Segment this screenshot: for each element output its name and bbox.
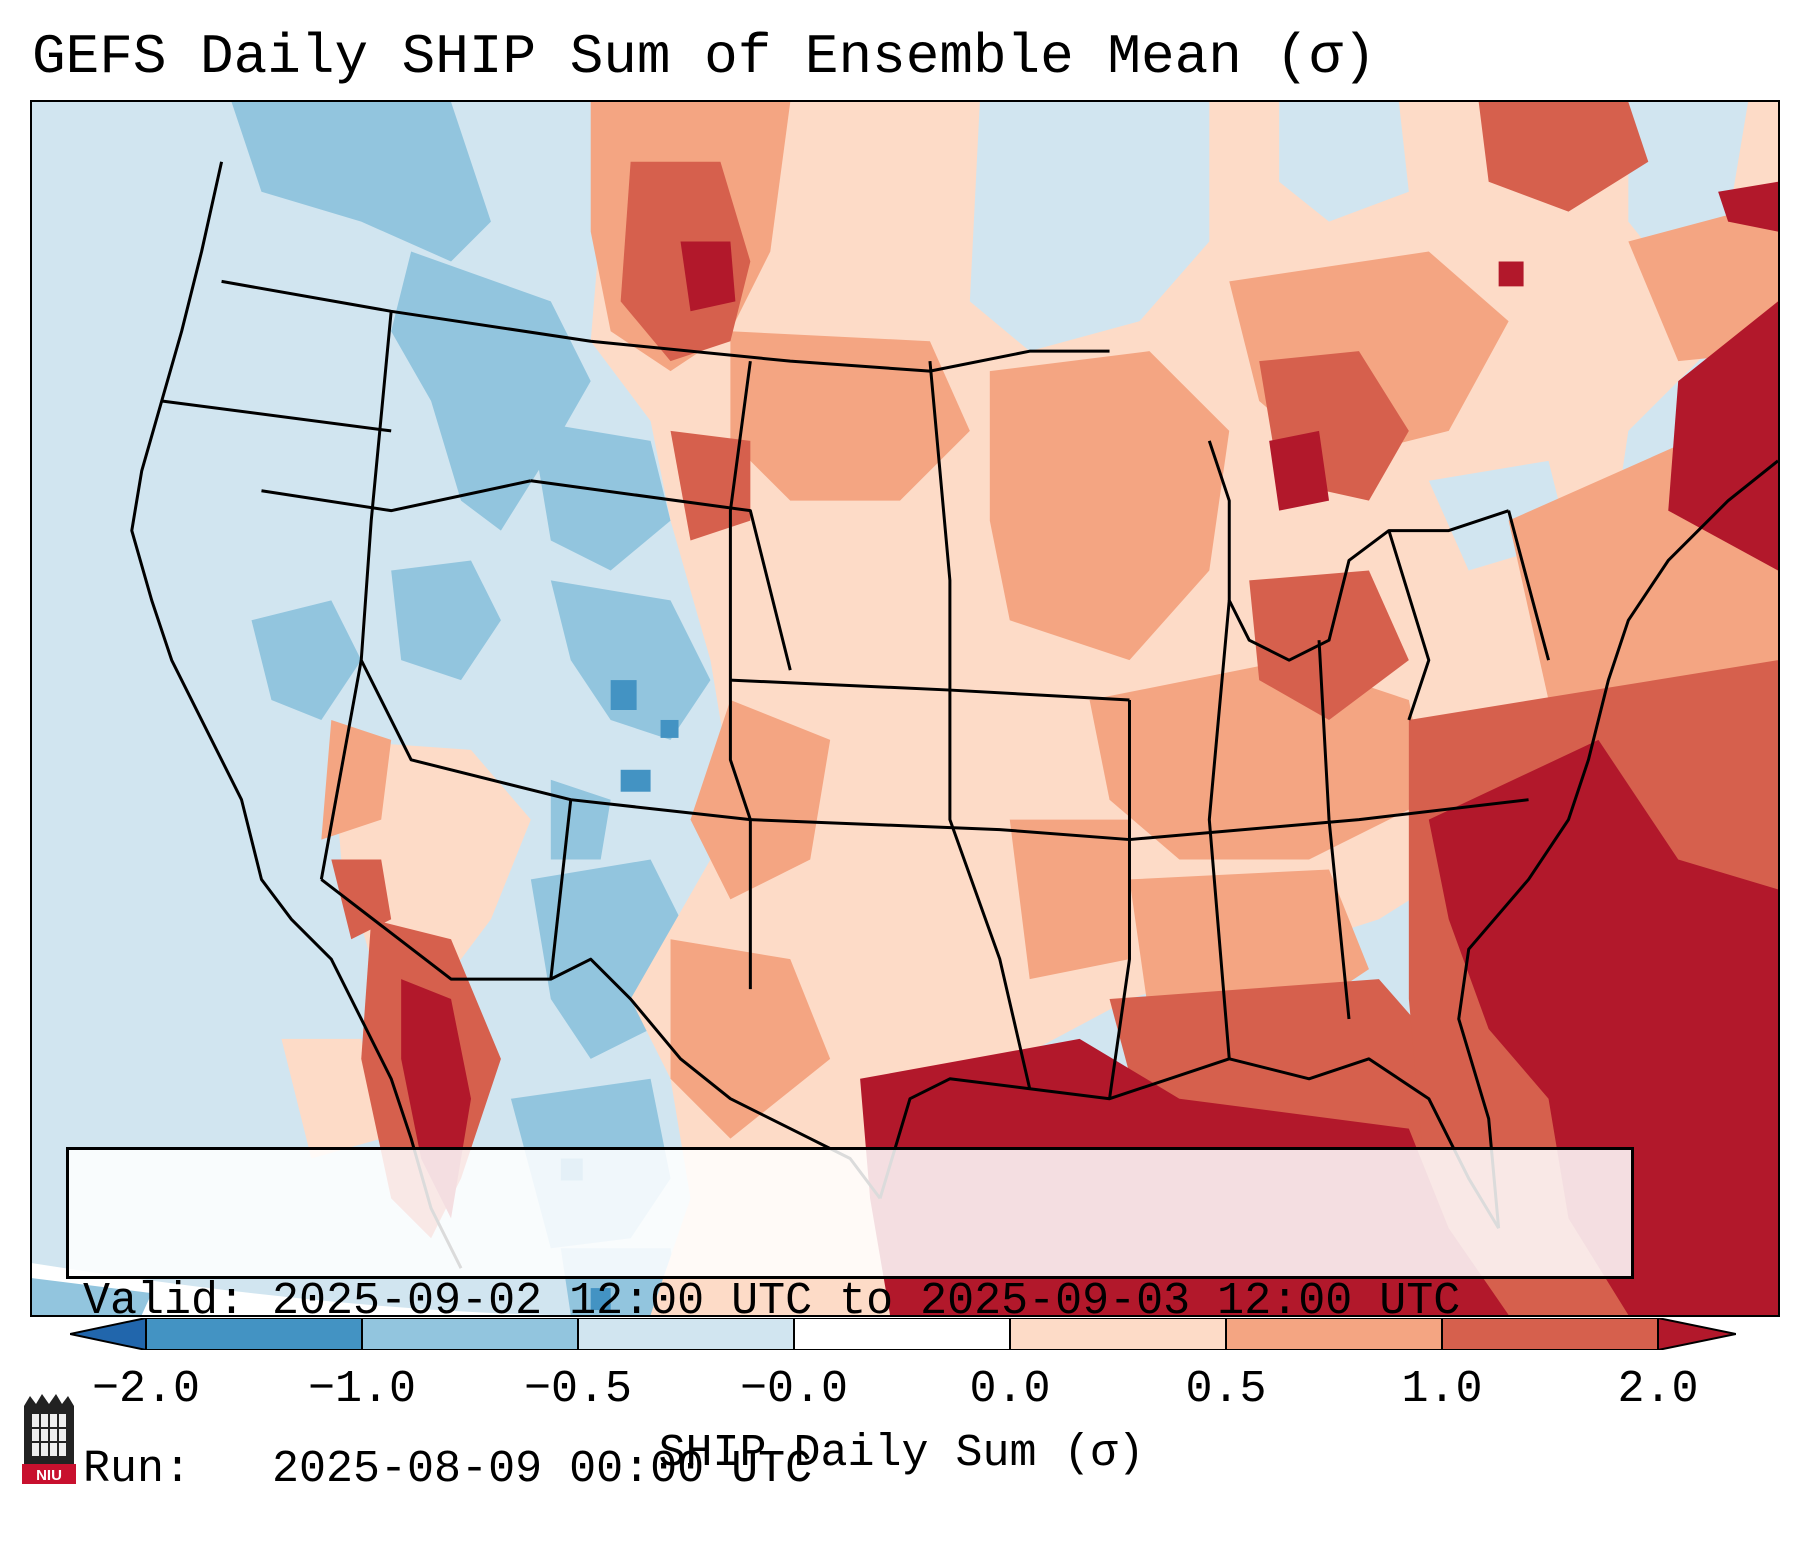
colorbar-tick-label: −0.0 (739, 1364, 849, 1415)
colorbar (70, 1318, 1736, 1350)
colorbar-tick-label: 0.0 (969, 1364, 1051, 1415)
colorbar-over-triangle (1658, 1318, 1736, 1350)
map-panel (30, 100, 1780, 1317)
run-time-text: Run: 2025-08-09 00:00 UTC (83, 1444, 813, 1495)
state-line (1108, 700, 1131, 1099)
niu-logo: NIU (22, 1394, 76, 1484)
niu-logo-text: NIU (36, 1467, 62, 1484)
colorbar-under-triangle (70, 1318, 146, 1350)
west-coast (130, 161, 463, 1269)
state-line (1317, 640, 1351, 1020)
colorbar-bin (794, 1318, 1010, 1350)
state-line (730, 678, 1130, 702)
colorbar-tick-label: −1.0 (307, 1364, 417, 1415)
colorbar-bin (1442, 1318, 1658, 1350)
gulf-coast (878, 1057, 1500, 1230)
colorbar-bin (146, 1318, 362, 1350)
ship-field-map (32, 102, 1778, 1315)
colorbar-tick-label: −2.0 (91, 1364, 201, 1415)
colorbar-bin (578, 1318, 794, 1350)
colorbar-bin (1226, 1318, 1442, 1350)
colorbar-bin (1010, 1318, 1226, 1350)
state-line (530, 479, 792, 671)
state-line (261, 479, 532, 513)
projection-edge (32, 1263, 551, 1315)
state-line (161, 399, 392, 433)
state-line (359, 311, 751, 822)
colorbar-tick-label: −0.5 (523, 1364, 633, 1415)
colorbar-bin (362, 1318, 578, 1350)
state-line (319, 659, 363, 880)
colorbar-ticks (145, 1318, 1659, 1350)
valid-run-info-box: Valid: 2025-09-02 12:00 UTC to 2025-09-0… (66, 1147, 1634, 1495)
state-line (1207, 600, 1231, 1059)
colorbar-label: SHIP Daily Sum (σ) (658, 1428, 1145, 1479)
field-neg-strong (560, 680, 679, 1311)
state-line (928, 361, 1032, 1090)
colorbar-tick-label: 2.0 (1617, 1364, 1699, 1415)
colorbar-tick-labels: −2.0 −1.0 −0.5 −0.0 0.0 0.5 1.0 2.0 (0, 1362, 1803, 1422)
boundary-lines (130, 161, 1778, 1269)
field-neg-weak-north (969, 102, 1749, 571)
colorbar-tick-label: 1.0 (1401, 1364, 1483, 1415)
state-line (1387, 530, 1431, 721)
great-lakes (1207, 440, 1510, 662)
map-title: GEFS Daily SHIP Sum of Ensemble Mean (σ) (32, 25, 1377, 89)
state-line (549, 799, 573, 980)
state-line (728, 360, 752, 990)
atlantic-coast (1457, 459, 1778, 1229)
state-line (1507, 510, 1550, 661)
colorbar-tick-label: 0.5 (1185, 1364, 1267, 1415)
